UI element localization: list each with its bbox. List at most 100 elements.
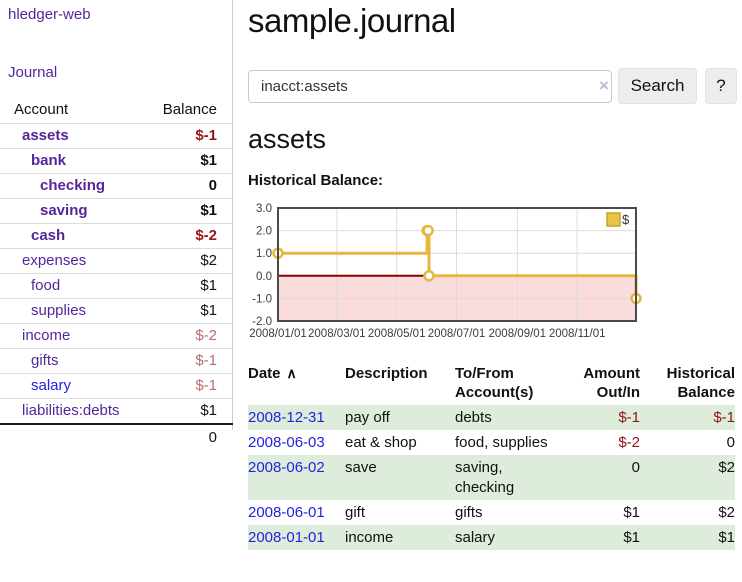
account-link[interactable]: expenses [22, 252, 87, 269]
account-link[interactable]: saving [40, 202, 88, 219]
transaction-date-cell: 2008-01-01 [248, 525, 345, 550]
account-row: bank $1 [0, 149, 233, 174]
account-link[interactable]: salary [31, 377, 72, 394]
transaction-amount: $-2 [618, 434, 640, 451]
svg-text:-1.0: -1.0 [252, 293, 272, 305]
transaction-amount: $-1 [618, 409, 640, 426]
transaction-description: save [345, 459, 377, 476]
transaction-accounts: salary [455, 529, 496, 546]
transaction-date-link[interactable]: 2008-06-03 [248, 434, 325, 451]
balance-column-header: Historical Balance [666, 365, 735, 401]
historical-balance-chart: 3.0 2.0 1.0 0.0 -1.0 -2.0 2008/01/01 2008/03/01… [244, 200, 652, 344]
sidebar-item-journal[interactable]: Journal [8, 64, 58, 81]
description-column-header: Description [345, 365, 428, 382]
transaction-date-cell: 2008-06-01 [248, 500, 345, 525]
transaction-date-cell: 2008-12-31 [248, 405, 345, 430]
transaction-row: 2008-01-01 income salary $1 $1 [248, 525, 735, 550]
search-input[interactable] [248, 70, 612, 103]
account-row: cash $-2 [0, 224, 233, 249]
account-balance: $-1 [195, 352, 217, 369]
transaction-amount: $1 [623, 504, 640, 521]
transaction-accounts: saving, checking [455, 459, 515, 496]
account-balance: 0 [208, 177, 217, 194]
date-column-header[interactable]: Date ∧ [248, 365, 297, 382]
account-link[interactable]: checking [40, 177, 106, 194]
register-table: Date ∧ Description To/From Account(s) Amo… [248, 364, 735, 550]
transaction-description: pay off [345, 409, 390, 426]
account-row: income $-2 [0, 324, 233, 349]
svg-text:2.0: 2.0 [256, 226, 272, 238]
svg-text:0.0: 0.0 [256, 271, 272, 283]
svg-text:2008/11/01: 2008/11/01 [549, 328, 606, 340]
transaction-date-link[interactable]: 2008-01-01 [248, 529, 325, 546]
account-column-header: Account [14, 101, 69, 118]
account-row: assets $-1 [0, 124, 233, 149]
account-balance: $1 [200, 152, 217, 169]
svg-text:2008/09/01: 2008/09/01 [489, 328, 547, 340]
svg-text:2008/05/01: 2008/05/01 [368, 328, 426, 340]
account-balance: $1 [200, 302, 217, 319]
transaction-date-link[interactable]: 2008-06-01 [248, 504, 325, 521]
account-balance: $-1 [195, 377, 217, 394]
account-link[interactable]: food [31, 277, 61, 294]
account-row: gifts $-1 [0, 349, 233, 374]
account-tree-header: Account Balance [0, 96, 233, 124]
account-balance: $2 [200, 252, 217, 269]
transaction-row: 2008-06-02 save saving, checking 0 $2 [248, 455, 735, 500]
clear-search-icon[interactable]: × [599, 76, 609, 95]
svg-text:1.0: 1.0 [256, 248, 272, 260]
transaction-accounts: gifts [455, 504, 483, 521]
account-balance: $-1 [195, 127, 217, 144]
transaction-date-link[interactable]: 2008-12-31 [248, 409, 325, 426]
app-brand-link[interactable]: hledger-web [8, 6, 91, 23]
account-rows: assets $-1 bank $1 checking 0 saving $1 cash $-2 e… [0, 124, 233, 424]
transaction-description: eat & shop [345, 434, 417, 451]
transaction-date-cell: 2008-06-02 [248, 455, 345, 500]
transaction-description: gift [345, 504, 366, 521]
help-button[interactable]: ? [705, 68, 737, 104]
transaction-accounts: food, supplies [455, 434, 548, 451]
account-link[interactable]: bank [31, 152, 67, 169]
account-link[interactable]: liabilities:debts [22, 402, 120, 419]
account-balance: $1 [200, 402, 217, 419]
account-total-row: 0 [0, 423, 233, 450]
page-title: sample.journal [248, 2, 456, 39]
svg-text:$: $ [622, 212, 630, 227]
transaction-description: income [345, 529, 394, 546]
transaction-balance: $-1 [713, 409, 735, 426]
transaction-balance: $1 [718, 529, 735, 546]
transaction-row: 2008-06-01 gift gifts $1 $2 [248, 500, 735, 525]
register-rows: 2008-12-31 pay off debts $-1 $-1 2008-06-03 ea… [248, 405, 735, 550]
account-link[interactable]: supplies [31, 302, 87, 319]
account-link[interactable]: assets [22, 127, 69, 144]
transaction-row: 2008-12-31 pay off debts $-1 $-1 [248, 405, 735, 430]
account-link[interactable]: income [22, 327, 71, 344]
transaction-balance: $2 [718, 504, 735, 521]
account-balance: $-2 [195, 227, 217, 244]
account-row: salary $-1 [0, 374, 233, 399]
search-button[interactable]: Search [618, 68, 697, 104]
account-tree: Account Balance assets $-1 bank $1 checking 0… [0, 96, 233, 450]
transaction-amount: 0 [631, 459, 640, 476]
transaction-balance: $2 [718, 459, 735, 476]
account-row: supplies $1 [0, 299, 233, 324]
account-row: saving $1 [0, 199, 233, 224]
account-row: food $1 [0, 274, 233, 299]
account-balance: $-2 [195, 327, 217, 344]
account-link[interactable]: cash [31, 227, 66, 244]
sort-ascending-icon: ∧ [286, 365, 297, 381]
account-link[interactable]: gifts [31, 352, 59, 369]
account-total-value: 0 [208, 429, 217, 446]
transaction-balance: 0 [726, 434, 735, 451]
balance-column-header: Balance [162, 101, 217, 118]
account-row: checking 0 [0, 174, 233, 199]
transaction-row: 2008-06-03 eat & shop food, supplies $-2 0 [248, 430, 735, 455]
register-header: Date ∧ Description To/From Account(s) Amo… [248, 364, 735, 405]
svg-text:-2.0: -2.0 [252, 316, 272, 328]
account-row: liabilities:debts $1 [0, 399, 233, 424]
accounts-column-header: To/From Account(s) [455, 365, 534, 401]
account-row: expenses $2 [0, 249, 233, 274]
sidebar: hledger-web Journal Account Balance asse… [0, 0, 233, 446]
transaction-date-link[interactable]: 2008-06-02 [248, 459, 325, 476]
